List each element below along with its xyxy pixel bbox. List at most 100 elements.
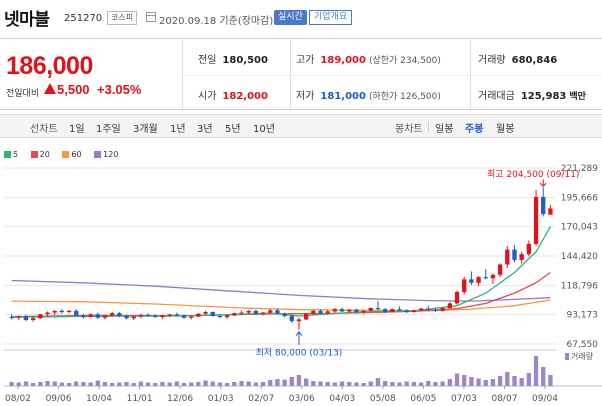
candle-body	[361, 310, 366, 313]
volume-bar	[282, 379, 287, 386]
volume-bar	[426, 381, 431, 386]
candle	[117, 312, 122, 318]
x-tick-label: 08/07	[491, 394, 517, 404]
stock-code: 251270	[64, 13, 103, 24]
candle	[160, 314, 165, 319]
low-arrow-head	[295, 330, 303, 337]
candle-body	[81, 315, 86, 318]
candle	[239, 310, 244, 315]
volume-bar	[38, 382, 43, 386]
candle-body	[541, 196, 546, 215]
candle-body	[282, 313, 287, 317]
period-1d[interactable]: 1일	[69, 124, 85, 135]
volume-bar	[23, 381, 29, 386]
candle-body	[232, 313, 237, 316]
volume-bar	[411, 382, 417, 386]
candle-body	[383, 309, 388, 313]
volume-bar	[210, 381, 215, 386]
candle	[181, 314, 187, 319]
volume-bar	[59, 382, 65, 386]
high-annotation: 최고 204,500 (09/11)	[487, 169, 579, 180]
candle	[311, 309, 316, 315]
candle-body	[418, 308, 424, 311]
volume-bar	[95, 380, 100, 386]
y-tick-label: 93,173	[567, 311, 599, 321]
volume-label: 거래량	[571, 351, 594, 361]
candle-body	[268, 310, 273, 313]
volume-bar	[526, 373, 532, 386]
candle	[110, 312, 115, 317]
stock-header: 넷마블 251270 코스피 2020.09.18 기준(장마감) 실시간 기업…	[0, 0, 602, 38]
volume-bar	[390, 382, 395, 386]
candle-body	[490, 274, 496, 279]
candle	[418, 307, 424, 312]
volume-bar	[110, 383, 115, 386]
candle-chart-label: 봉차트	[395, 124, 423, 135]
candle	[88, 313, 93, 318]
period-1y[interactable]: 1년	[170, 124, 186, 135]
company-overview-button[interactable]: 기업개요	[309, 10, 353, 25]
volume-bar	[325, 382, 330, 386]
volume-bar	[45, 381, 50, 386]
candle-body	[332, 309, 338, 312]
candle-body	[110, 313, 115, 316]
period-1w[interactable]: 1주일	[96, 124, 121, 135]
volume-bar	[224, 383, 230, 386]
volume-bar	[153, 383, 158, 386]
candle	[368, 307, 373, 312]
realtime-button[interactable]: 실시간	[274, 10, 307, 25]
candle-body	[124, 316, 129, 319]
volume-bar	[354, 382, 359, 386]
candle-daily[interactable]: 일봉	[435, 124, 454, 135]
candle	[519, 251, 524, 264]
candle	[45, 311, 50, 317]
stat-prev-close: 전일 180,500	[198, 55, 268, 66]
volume-bar	[232, 382, 237, 386]
candle	[275, 308, 280, 315]
candle-body	[548, 208, 553, 215]
volume-bar	[497, 376, 503, 386]
period-3y[interactable]: 3년	[197, 124, 213, 135]
candle-body	[303, 313, 309, 320]
candle-body	[433, 309, 438, 311]
market-badge: 코스피	[107, 11, 138, 25]
candle-body	[174, 314, 179, 316]
candle-body	[9, 317, 14, 319]
volume-bar	[124, 382, 129, 386]
volume-bar	[253, 382, 259, 386]
candle	[512, 245, 517, 263]
volume-bar	[289, 377, 294, 386]
candle	[260, 312, 266, 316]
candle	[440, 307, 445, 312]
candle-body	[160, 315, 165, 318]
candle	[95, 312, 100, 319]
candle	[66, 309, 72, 314]
change-rate: +3.05%	[97, 82, 142, 97]
volume-bar	[174, 381, 179, 386]
volume-bar	[361, 383, 366, 386]
period-5y[interactable]: 5년	[225, 124, 241, 135]
volume-bar	[318, 381, 323, 386]
stat-amount: 거래대금 125,983 백만	[478, 91, 586, 102]
legend-swatch	[62, 151, 70, 158]
candle-body	[167, 314, 172, 316]
ma5-line	[11, 226, 551, 318]
candle	[253, 309, 259, 315]
candle-monthly[interactable]: 월봉	[496, 124, 515, 135]
candle	[174, 312, 179, 317]
candle	[533, 190, 539, 247]
x-tick-label: 01/03	[208, 394, 234, 404]
volume-bar	[383, 381, 388, 386]
candle	[411, 309, 417, 313]
candle	[23, 314, 29, 322]
period-10y[interactable]: 10년	[253, 124, 275, 135]
candle-body	[476, 277, 481, 283]
period-3m[interactable]: 3개월	[133, 124, 158, 135]
candle-body	[512, 249, 517, 260]
candle-weekly[interactable]: 주봉	[465, 124, 484, 135]
price-chart[interactable]: 221,289 195,666 170,043 144,420 118,796 93,17…	[0, 146, 602, 406]
candle-body	[354, 309, 359, 313]
candle	[224, 314, 230, 319]
candle	[347, 309, 352, 313]
candle	[124, 314, 129, 320]
